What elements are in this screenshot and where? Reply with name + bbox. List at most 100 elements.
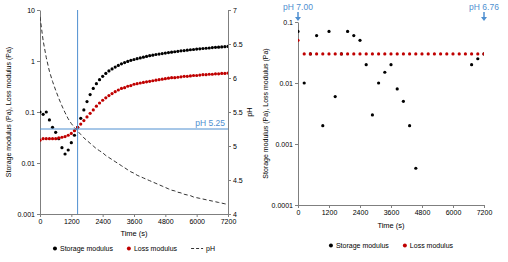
y2-axis-tick: 4.5 [228,177,243,184]
y-axis-title: Storage modulus (Pa), Loss modulus (Pa) [5,47,13,177]
data-point [101,75,104,78]
data-point [482,52,484,55]
data-point [208,46,211,49]
data-point [327,52,330,55]
legend-item: Loss modulus [403,242,454,249]
data-point [89,112,92,115]
data-point [176,76,179,79]
data-point [145,80,148,83]
data-point [129,84,132,87]
y-axis-tick-mark [37,163,40,164]
data-point [40,139,42,142]
y-axis-tick-label: 10 [27,7,35,14]
data-point [458,52,461,55]
data-point [114,90,117,93]
data-point [139,81,142,84]
data-point [371,52,374,55]
data-point [226,71,228,74]
data-point [408,52,411,55]
figure: 01200240036004800600072000.0010.010.1110… [0,0,508,262]
data-point [298,30,300,33]
x-axis-tick: 2400 [95,214,111,225]
y2-axis-tick-label: 5.5 [233,109,243,116]
y-axis-tick-label: 0.001 [275,141,293,148]
y-axis: 0.00010.0010.010.1 [272,19,299,209]
y2-axis-tick-label: 7 [233,7,237,14]
data-point [95,82,98,85]
data-point [110,67,113,70]
y-axis-tick-label: 0.1 [25,109,35,116]
data-point [98,78,101,81]
x-axis-tick: 4800 [158,214,174,225]
data-point [145,55,148,58]
data-point [45,137,48,140]
data-point [298,39,300,42]
x-axis-tick-mark [329,205,330,208]
legend-label: Storage modulus [336,242,389,250]
x-axis: 0120024003600480060007200 [297,205,493,216]
data-point [383,52,386,55]
data-point [79,122,82,125]
data-point [95,105,98,108]
data-point [476,52,479,55]
data-point [340,52,343,55]
data-point [170,76,173,79]
data-point [321,52,324,55]
data-point [217,72,220,75]
x-axis-tick: 3600 [127,214,143,225]
data-point [154,79,157,82]
annotation-text: pH 5.25 [195,118,225,128]
data-point [101,99,104,102]
data-point [396,52,399,55]
data-point [179,75,182,78]
x-axis-tick-mark [422,205,423,208]
y-axis-tick: 1 [31,58,40,65]
data-point [157,52,160,55]
data-point [92,108,95,111]
data-point [151,79,154,82]
x-axis-tick: 1200 [64,214,80,225]
data-point [51,126,54,129]
data-point [402,52,405,55]
series-points [40,45,228,156]
y-axis-line [298,23,299,206]
data-point [142,81,145,84]
data-point [79,117,82,120]
y2-axis-tick: 5.5 [228,109,243,116]
legend-item: Storage modulus [53,245,113,253]
x-axis-title: Time (s) [120,229,148,238]
data-point [427,52,430,55]
y2-axis-tick: 6.5 [228,41,243,48]
data-point [377,81,380,84]
x-axis-tick-label: 7200 [477,209,493,216]
data-point [151,54,154,57]
legend-swatch [403,244,407,248]
data-point [309,52,312,55]
data-point [148,80,151,83]
y-axis-tick-mark [295,205,298,206]
data-point [132,83,135,86]
data-point [67,148,70,151]
data-point [92,87,95,90]
annotation-text: pH 7.00 [283,2,313,12]
legend: Storage modulus Loss modulus [329,242,454,250]
x-axis-tick-label: 0 [39,218,43,225]
data-point [45,110,48,113]
data-point [482,52,484,55]
y2-axis-tick-label: 5 [233,143,237,150]
legend-item: pH [191,245,215,253]
x-axis-tick-label: 1200 [64,218,80,225]
data-point [173,76,176,79]
legend-label: Loss modulus [410,242,454,249]
data-point [142,56,145,59]
data-point [189,74,192,77]
data-point [334,52,337,55]
data-point [42,113,45,116]
data-point [389,52,392,55]
data-point [82,119,85,122]
data-point [136,82,139,85]
data-point [470,63,473,66]
data-point [451,52,454,55]
annotation-hline [40,129,228,130]
y-axis-tick: 0.001 [275,141,298,148]
